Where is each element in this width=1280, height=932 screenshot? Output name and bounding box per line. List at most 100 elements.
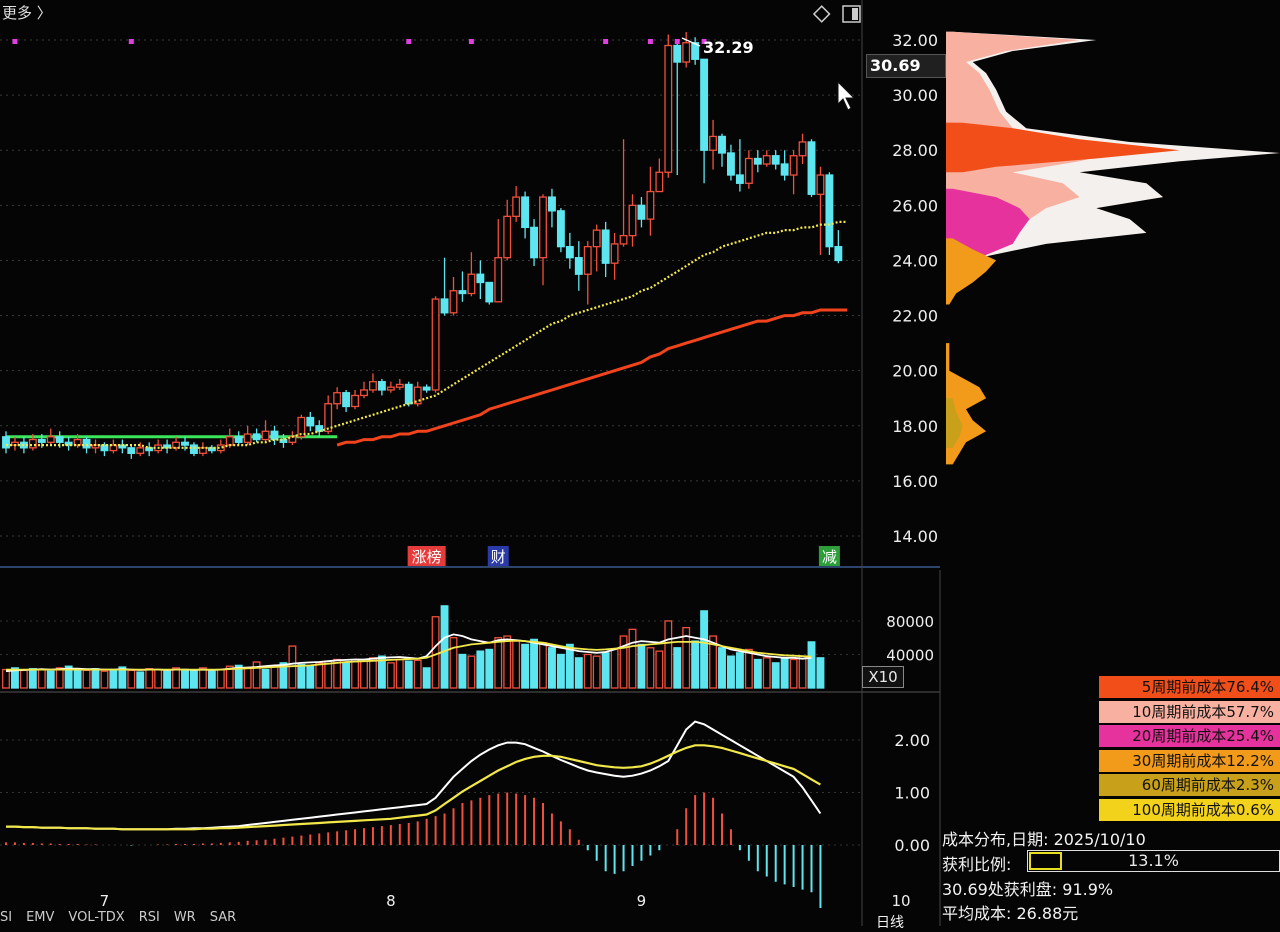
- ma-long-line: [336, 308, 848, 447]
- volume-bar: [395, 658, 404, 689]
- volume-bar: [163, 670, 172, 689]
- diamond-icon[interactable]: [812, 5, 831, 23]
- candle-body: [512, 196, 521, 218]
- event-marker-bg: [818, 546, 840, 566]
- high-price-annotation: 32.29: [681, 37, 754, 57]
- candle-body: [413, 386, 422, 405]
- candle-body: [539, 196, 547, 259]
- macd-dea-series: [6, 744, 821, 831]
- candle-body: [2, 436, 10, 449]
- volume-bar: [753, 658, 762, 689]
- volume-bar: [798, 655, 807, 689]
- candle-body: [718, 135, 726, 154]
- candle-body: [476, 273, 485, 284]
- volume-bar: [10, 667, 19, 689]
- volume-bar: [243, 667, 252, 689]
- volume-bar: [360, 660, 368, 689]
- date-tick-label: 10: [891, 892, 910, 910]
- volume-bar: [225, 665, 234, 689]
- event-marker-label[interactable]: 财: [491, 548, 506, 566]
- candle-body: [181, 441, 189, 446]
- event-marker-bg: [487, 546, 509, 566]
- date-tick-label: 9: [637, 892, 647, 910]
- candle-body: [431, 298, 440, 391]
- volume-bar: [91, 668, 100, 689]
- event-dot: [701, 39, 707, 44]
- indicator-tab[interactable]: VOL-TDX: [68, 910, 125, 925]
- volume-bar: [735, 652, 744, 689]
- candle-body: [368, 381, 377, 391]
- candle-body: [700, 58, 709, 151]
- candle-body: [225, 436, 234, 446]
- indicator-tab[interactable]: WR: [173, 910, 196, 925]
- volume-bar: [628, 628, 637, 689]
- panel-toggle-icon[interactable]: [842, 5, 861, 23]
- indicator-tab[interactable]: SAR: [209, 910, 237, 925]
- indicator-tab[interactable]: SI: [0, 910, 13, 925]
- candle-body: [583, 246, 592, 275]
- event-marker-label[interactable]: 减: [822, 548, 837, 566]
- volume-bar: [449, 637, 458, 689]
- volume-bar: [315, 662, 324, 689]
- volume-bar: [539, 642, 547, 689]
- volume-bar: [816, 657, 825, 689]
- y-axis-labels: 32.00 30.00 28.00 26.00 24.00 22.00 20.00 18.00…: [886, 31, 938, 855]
- profit-ratio-label: 获利比例:: [942, 855, 1012, 874]
- volume-bar: [440, 605, 449, 689]
- candle-body: [610, 243, 619, 264]
- cost-band-30: [946, 238, 997, 305]
- indicator-tab[interactable]: EMV: [26, 910, 55, 925]
- volume-bar: [306, 665, 315, 689]
- candle-body: [324, 403, 333, 432]
- volume-bar: [422, 667, 431, 689]
- volume-bar: [789, 658, 798, 689]
- volume-bar: [744, 648, 753, 689]
- candle-body: [574, 257, 583, 275]
- event-dot: [12, 39, 18, 44]
- candle-body: [744, 157, 753, 184]
- event-dot: [406, 39, 412, 44]
- average-cost: 平均成本: 26.88元: [942, 904, 1079, 923]
- volume-bar: [709, 635, 717, 689]
- period-label[interactable]: 日线: [876, 915, 904, 931]
- candle-body: [234, 436, 243, 443]
- volume-bar: [691, 640, 700, 689]
- volume-scale-button[interactable]: X10: [862, 666, 904, 688]
- toolbar-widgets[interactable]: [812, 5, 861, 111]
- more-button[interactable]: 更多 〉: [2, 4, 52, 22]
- candle-body: [306, 416, 315, 427]
- event-dot: [468, 39, 474, 44]
- volume-bar: [118, 666, 127, 689]
- candle-body: [145, 447, 154, 452]
- volume-bar: [503, 635, 512, 689]
- volume-bar: [718, 647, 726, 689]
- candle-body: [333, 392, 342, 405]
- volume-bar: [780, 657, 789, 689]
- candle-body: [395, 383, 404, 388]
- cost-legend-item: 60周期前成本2.3%: [1099, 774, 1280, 797]
- volume-bar: [610, 648, 619, 689]
- volume-bar: [494, 637, 503, 689]
- candle-body: [386, 386, 395, 391]
- volume-bar: [682, 627, 691, 689]
- candle-body: [655, 171, 664, 193]
- profit-ratio-bar: 13.1%: [1027, 850, 1280, 872]
- indicator-tab[interactable]: RSI: [138, 910, 160, 925]
- candle-body: [780, 163, 789, 176]
- volume-bar: [234, 664, 243, 689]
- event-marker-label[interactable]: 涨榜: [412, 548, 442, 566]
- candle-body: [73, 438, 82, 446]
- top-toolbar: 更多 〉: [0, 0, 870, 24]
- volume-bar: [100, 670, 109, 689]
- volume-bar: [181, 668, 189, 689]
- volume-tick-label: 80000: [886, 613, 934, 631]
- volume-bar: [145, 668, 154, 689]
- volume-bar: [324, 660, 333, 689]
- volume-bar: [574, 657, 583, 689]
- date-tick-label: 8: [386, 892, 396, 910]
- indicator-tabs: SI EMV VOL-TDX RSI WR SAR: [0, 910, 250, 925]
- candlesticks: [2, 32, 843, 459]
- volume-bar: [189, 669, 198, 689]
- candle-body: [136, 447, 145, 454]
